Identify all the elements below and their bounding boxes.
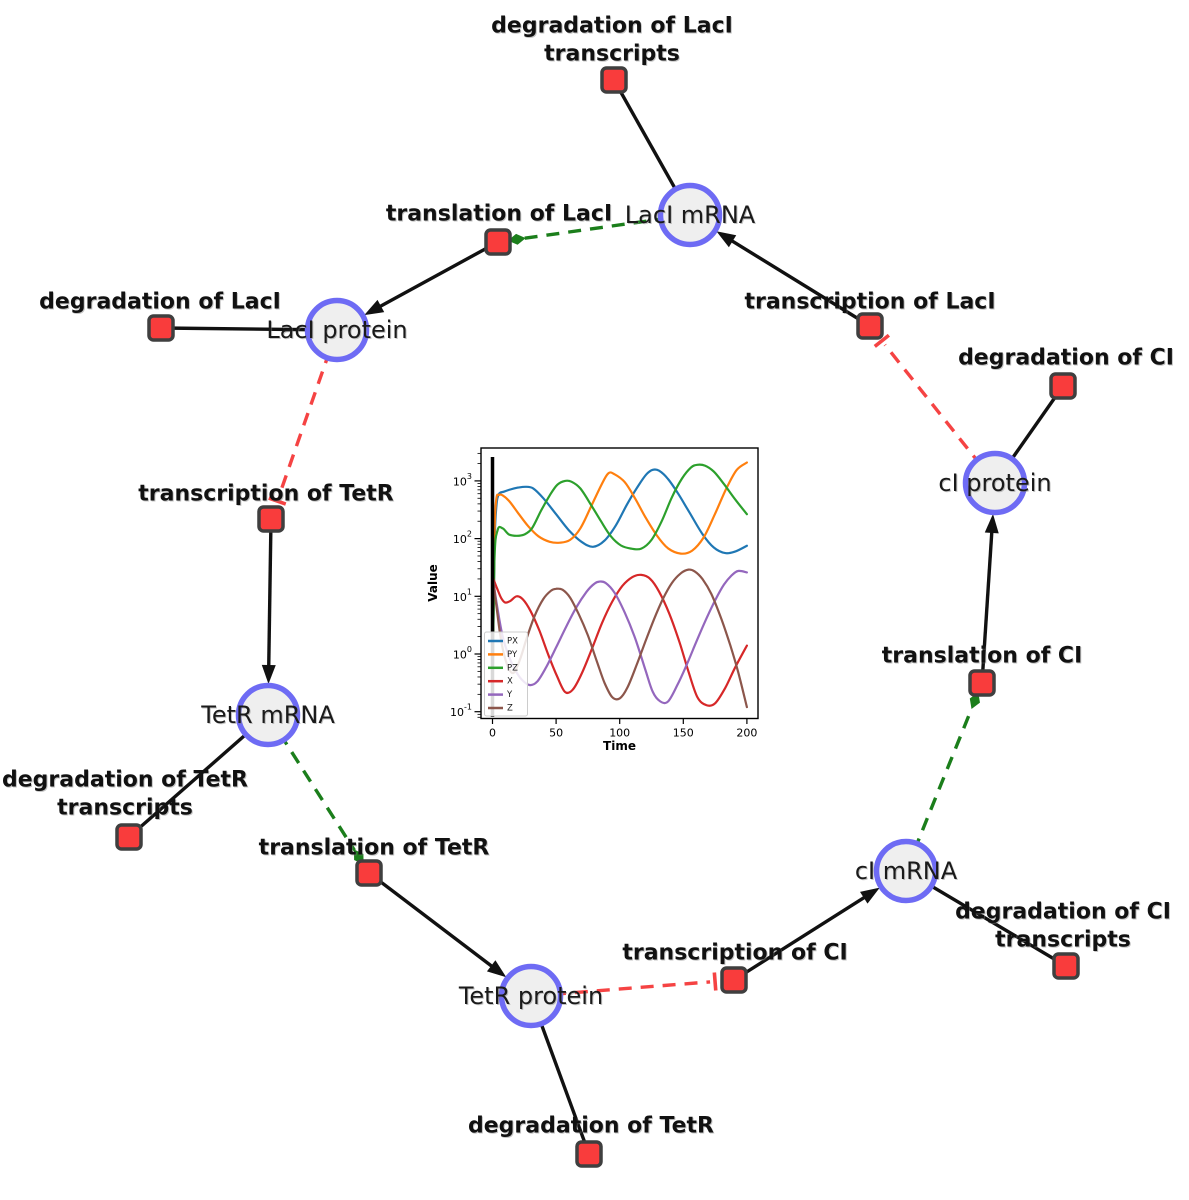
degradation-of-tetr-label-line1: degradation of TetR bbox=[468, 1114, 714, 1139]
edge-laci-mrna-to-translation-of-laci-diamond bbox=[507, 233, 526, 245]
x-tick-label: 50 bbox=[549, 727, 563, 740]
edge-translation-of-laci-to-laci-protein-arrowhead bbox=[364, 299, 385, 316]
chart-legend: PX PY PZ XYZ bbox=[484, 631, 528, 717]
x-tick-label: 0 bbox=[489, 727, 496, 740]
chart-legend-box bbox=[484, 631, 528, 717]
laci-protein-label: LacI protein bbox=[266, 316, 407, 344]
degradation-of-tetr-transcripts-label-line1: degradation of TetR bbox=[2, 768, 248, 793]
tetr-mrna-node[interactable] bbox=[235, 682, 301, 748]
laci-mrna-label: LacI mRNA bbox=[625, 201, 756, 229]
degradation-of-tetr-transcripts-label-line2: transcripts bbox=[57, 796, 193, 821]
edge-transcription-of-ci-to-ci-mrna-arrowhead bbox=[860, 887, 880, 904]
edge-translation-of-tetr-to-tetr-protein-arrowhead bbox=[486, 960, 507, 978]
translation-of-laci-node[interactable] bbox=[484, 228, 512, 256]
legend-label-X: X bbox=[507, 677, 513, 687]
series-PZ-line bbox=[491, 463, 748, 703]
edge-transcription-of-tetr-to-tetr-mrna bbox=[266, 518, 273, 673]
transcription-of-tetr-node[interactable] bbox=[257, 505, 285, 533]
degradation-of-ci-node[interactable] bbox=[1049, 372, 1077, 400]
degradation-of-ci-transcripts-label-line1: degradation of CI bbox=[955, 900, 1171, 925]
translation-of-laci-label-line1: translation of LacI bbox=[386, 202, 612, 227]
transcription-of-tetr-label-line1: transcription of TetR bbox=[138, 482, 394, 507]
series-PX-line bbox=[491, 468, 748, 703]
timecourse-inset-chart: 0 50 100 150 20010-1100101102103TimeValuePXP… bbox=[426, 447, 759, 753]
edge-ci-protein-to-transcription-of-laci-tee bbox=[873, 333, 890, 348]
edge-transcription-of-ci-to-ci-mrna bbox=[733, 892, 871, 982]
edge-laci-protein-to-transcription-of-tetr-tee bbox=[268, 496, 287, 506]
x-axis-title: Time bbox=[603, 739, 636, 753]
legend-label-PX: PX bbox=[507, 637, 518, 647]
labels-layer: LacI mRNA LacI protein TetR mRNA TetR prote… bbox=[2, 14, 1174, 1139]
series-X-line bbox=[491, 573, 748, 707]
ci-mrna-label: cI mRNA bbox=[855, 857, 958, 885]
nodes-layer bbox=[115, 66, 1080, 1168]
legend-label-PZ: PZ bbox=[507, 663, 518, 673]
ci-mrna-node[interactable] bbox=[873, 838, 939, 904]
y-tick-label: 101 bbox=[453, 587, 472, 604]
laci-mrna-node[interactable] bbox=[657, 182, 723, 248]
degradation-of-laci-transcripts-label-line2: transcripts bbox=[544, 42, 680, 67]
y-tick-label: 102 bbox=[453, 529, 472, 546]
series-PY-line bbox=[491, 461, 748, 703]
edge-transcription-of-laci-to-laci-mrna bbox=[725, 236, 871, 328]
degradation-of-laci-transcripts-label-line1: degradation of LacI bbox=[491, 14, 733, 39]
x-tick-label: 200 bbox=[736, 727, 757, 740]
laci-protein-node[interactable] bbox=[304, 297, 370, 363]
degradation-of-ci-transcripts-node[interactable] bbox=[1052, 952, 1080, 980]
y-tick-label: 100 bbox=[453, 645, 472, 662]
x-tick-label: 100 bbox=[609, 727, 630, 740]
degradation-of-tetr-node[interactable] bbox=[575, 1140, 603, 1168]
tetr-protein-label: TetR protein bbox=[458, 982, 603, 1010]
degradation-of-laci-label-line1: degradation of LacI bbox=[39, 290, 281, 315]
transcription-of-laci-node[interactable] bbox=[856, 312, 884, 340]
legend-label-PY: PY bbox=[507, 650, 518, 660]
tetr-mrna-label: TetR mRNA bbox=[200, 701, 335, 729]
translation-of-ci-node[interactable] bbox=[968, 669, 996, 697]
edge-translation-of-ci-to-ci-protein-arrowhead bbox=[984, 513, 999, 534]
edge-tetr-protein-to-transcription-of-ci-tee bbox=[712, 972, 718, 991]
edge-transcription-of-tetr-to-tetr-mrna-arrowhead bbox=[261, 664, 276, 685]
transcription-of-ci-node[interactable] bbox=[720, 966, 748, 994]
y-axis-title: Value bbox=[426, 564, 440, 602]
degradation-of-tetr-transcripts-node[interactable] bbox=[115, 823, 143, 851]
y-tick-label: 10-1 bbox=[450, 702, 472, 719]
degradation-of-laci-node[interactable] bbox=[147, 314, 175, 342]
edge-translation-of-ci-to-ci-protein bbox=[980, 525, 994, 684]
y-tick-label: 103 bbox=[453, 471, 472, 488]
transcription-of-ci-label-line1: transcription of CI bbox=[622, 941, 847, 966]
degradation-of-ci-transcripts-label-line2: transcripts bbox=[995, 928, 1131, 953]
translation-of-tetr-node[interactable] bbox=[355, 859, 383, 887]
degradation-of-ci-label-line1: degradation of CI bbox=[958, 346, 1174, 371]
edge-transcription-of-laci-to-laci-mrna-arrowhead bbox=[716, 231, 737, 248]
degradation-of-laci-transcripts-node[interactable] bbox=[600, 66, 628, 94]
tetr-protein-node[interactable] bbox=[498, 963, 564, 1029]
legend-label-Z: Z bbox=[507, 704, 513, 714]
translation-of-tetr-label-line1: translation of TetR bbox=[259, 836, 490, 861]
x-tick-label: 150 bbox=[673, 727, 694, 740]
translation-of-ci-label-line1: translation of CI bbox=[882, 644, 1083, 669]
edge-translation-of-tetr-to-tetr-protein bbox=[367, 871, 498, 972]
ci-protein-node[interactable] bbox=[962, 450, 1028, 516]
transcription-of-laci-label-line1: transcription of LacI bbox=[744, 290, 995, 315]
edge-translation-of-laci-to-laci-protein bbox=[373, 240, 499, 311]
legend-label-Y: Y bbox=[506, 690, 513, 700]
ci-protein-label: cI protein bbox=[938, 469, 1051, 497]
